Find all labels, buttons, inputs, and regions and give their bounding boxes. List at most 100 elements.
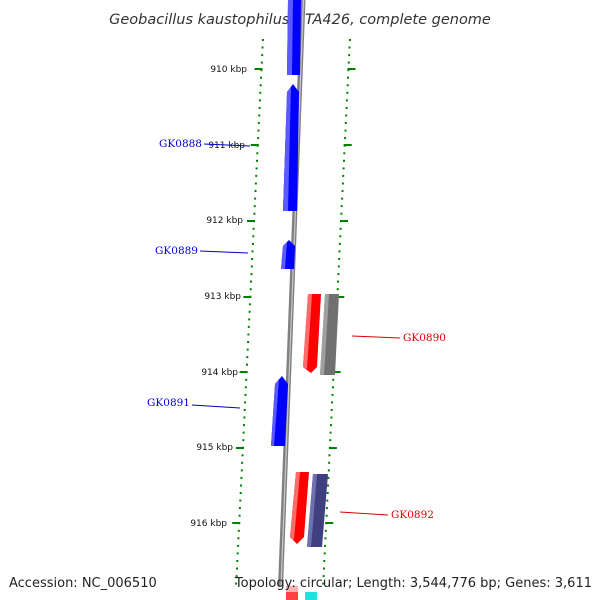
label-leader-line <box>191 404 241 409</box>
track-dot <box>261 39 264 41</box>
gene-label[interactable]: GK0892 <box>391 509 434 521</box>
track-dot <box>243 409 246 411</box>
gene-label[interactable]: GK0889 <box>155 245 198 257</box>
track-dot <box>254 190 257 192</box>
track-dot <box>248 318 251 321</box>
track-dot <box>238 514 241 517</box>
track-dot <box>347 76 349 79</box>
track-dot <box>328 454 331 457</box>
major-tick <box>325 522 334 524</box>
tick-label: 912 kbp <box>206 216 243 226</box>
track-dot <box>250 265 253 268</box>
track-dot <box>330 409 333 411</box>
track-dot <box>344 122 347 124</box>
major-tick <box>328 447 337 449</box>
track-dot <box>329 431 332 434</box>
label-leader-line <box>203 143 251 147</box>
track-dot <box>255 174 258 177</box>
track-dot <box>328 461 331 464</box>
track-dot <box>348 54 351 57</box>
forward-gene-stub <box>276 586 288 600</box>
track-dot <box>248 310 251 313</box>
track-dot <box>242 431 245 434</box>
track-dot <box>345 106 348 109</box>
track-dot <box>324 544 327 547</box>
track-dot <box>251 258 254 260</box>
track-dot <box>245 378 248 381</box>
tick-label: 910 kbp <box>210 65 247 75</box>
track-dot <box>322 575 325 578</box>
track-dot <box>261 54 264 57</box>
track-dot <box>339 235 342 238</box>
rna-gene-box-highlight <box>320 294 329 375</box>
track-dot <box>253 205 256 208</box>
track-dot <box>243 416 246 419</box>
track-dot <box>244 386 247 389</box>
track-dot <box>331 393 334 396</box>
pseudo-gene-box-highlight <box>307 474 317 547</box>
genome-summary-text: Topology: circular; Length: 3,544,776 bp… <box>234 576 592 591</box>
track-dot <box>332 378 335 381</box>
track-dot <box>246 356 249 359</box>
track-dot <box>236 552 239 555</box>
major-tick <box>250 144 259 146</box>
track-dot <box>338 242 341 245</box>
track-dot <box>253 212 256 215</box>
gene-label[interactable]: GK0888 <box>159 138 202 150</box>
gene-label[interactable]: GK0891 <box>147 397 190 409</box>
track-dot <box>348 39 351 41</box>
track-dot <box>237 537 240 540</box>
forward-gene-arrow-highlight <box>287 0 293 75</box>
track-dot <box>250 273 253 276</box>
track-dot <box>338 258 341 260</box>
track-dot <box>343 159 345 162</box>
track-dot <box>345 99 348 102</box>
track-dot <box>239 492 242 494</box>
track-dot <box>260 69 263 72</box>
track-dot <box>257 122 260 124</box>
track-dot <box>248 303 251 306</box>
track-dot <box>239 499 242 502</box>
track-dot <box>343 152 346 155</box>
track-dot <box>252 227 255 230</box>
forward-gene-arrow-highlight <box>281 242 287 269</box>
track-dot <box>254 197 257 200</box>
tick-label: 915 kbp <box>196 443 233 453</box>
major-tick <box>347 68 356 70</box>
major-tick <box>340 220 348 222</box>
forward-genes <box>271 0 301 600</box>
track-dot <box>346 91 349 94</box>
track-dot <box>258 99 261 102</box>
track-dot <box>256 152 259 155</box>
label-leader-line <box>351 335 401 339</box>
track-dot <box>256 159 258 162</box>
track-dot <box>331 386 334 389</box>
track-dot <box>257 129 260 132</box>
track-dot <box>241 461 244 464</box>
track-dot <box>243 424 245 427</box>
track-dot <box>240 469 243 472</box>
track-dot <box>337 273 340 276</box>
track-dot <box>326 499 329 502</box>
track-dot <box>327 484 329 487</box>
track-dot <box>331 401 334 404</box>
track-dot <box>252 235 255 238</box>
track-dot <box>247 333 250 336</box>
other-gene-stub <box>305 592 317 600</box>
track-dot <box>260 61 263 64</box>
track-dot <box>241 454 244 457</box>
track-dot <box>259 84 262 87</box>
major-tick <box>332 371 341 373</box>
track-dot <box>341 190 344 192</box>
gene-label[interactable]: GK0890 <box>403 332 446 344</box>
track-dot <box>337 280 339 283</box>
track-dot <box>249 288 252 291</box>
track-dot <box>261 46 264 49</box>
track-dot <box>330 424 332 427</box>
track-dot <box>237 544 240 547</box>
track-dot <box>240 484 242 487</box>
forward-gene-arrow-highlight <box>271 379 279 446</box>
track-dot <box>258 106 261 109</box>
track-dot <box>329 439 332 442</box>
